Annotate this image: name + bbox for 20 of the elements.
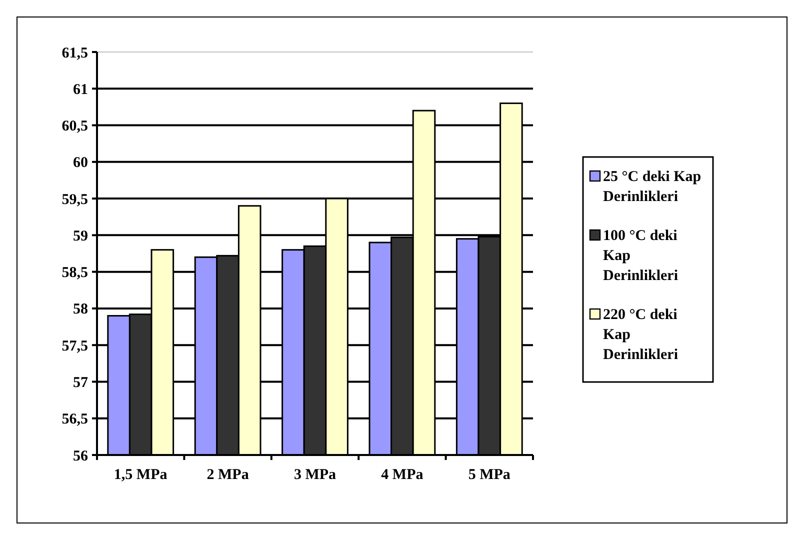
x-tick-label: 5 MPa	[468, 467, 511, 483]
y-tick-label: 59,5	[62, 192, 88, 208]
y-tick-label: 57	[73, 374, 88, 391]
y-tick-label: 61,5	[62, 45, 88, 62]
y-tick-label: 61	[73, 82, 88, 98]
x-tick-label: 2 MPa	[206, 467, 250, 483]
y-tick-label: 57,5	[62, 338, 88, 354]
x-tick-label: 1,5 MPa	[114, 467, 168, 483]
y-tick-label: 60,5	[62, 118, 88, 135]
x-tick-label: 3 MPa	[294, 467, 337, 483]
legend-label: 25 °C deki Kap Derinlikleri	[603, 169, 702, 205]
legend-label: 100 °C deki Kap Derinlikleri	[603, 228, 678, 284]
y-tick-label: 56,5	[62, 412, 88, 428]
x-tick-label: 4 MPa	[381, 467, 424, 483]
y-tick-label: 59	[73, 228, 88, 244]
y-tick-label: 58	[73, 302, 88, 318]
y-tick-label: 56	[73, 448, 88, 464]
y-tick-label: 58,5	[62, 265, 88, 282]
legend-label: 220 °C deki Kap Derinlikleri	[603, 307, 678, 363]
y-tick-label: 60	[73, 155, 88, 172]
